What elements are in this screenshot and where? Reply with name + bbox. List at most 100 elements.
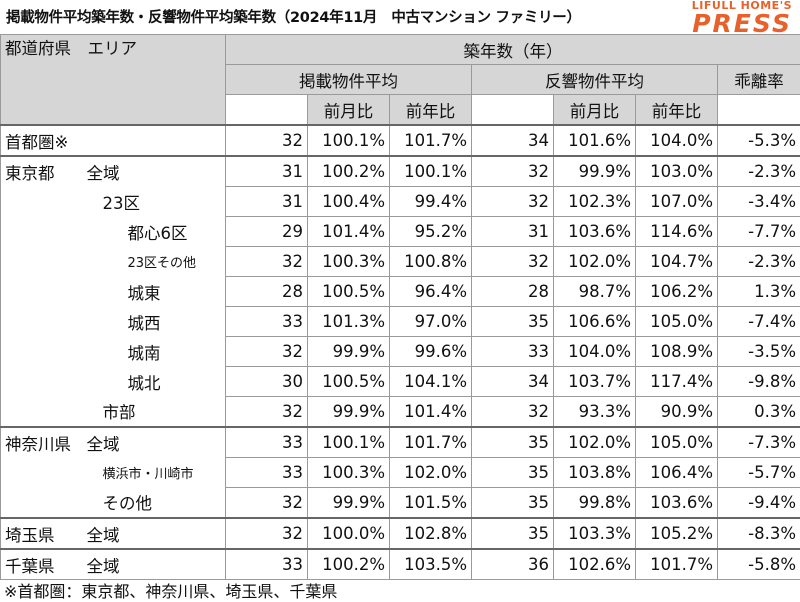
inquiry-mom-cell: 103.8% <box>554 458 636 488</box>
area-cell: 全域 <box>83 518 226 549</box>
header-blank-gap <box>718 95 800 126</box>
inquiry-mom-cell: 99.8% <box>554 488 636 519</box>
listing-yoy-cell: 99.4% <box>390 187 472 217</box>
area-cell: 都心6区 <box>83 217 226 247</box>
listing-yoy-cell: 95.2% <box>390 217 472 247</box>
gap-rate-cell: -3.5% <box>718 337 800 367</box>
area-cell: 全域 <box>83 549 226 580</box>
inquiry-yoy-cell: 114.6% <box>636 217 718 247</box>
listing-mom-cell: 99.9% <box>308 337 390 367</box>
listing-avg-cell: 32 <box>226 125 308 156</box>
inquiry-mom-cell: 104.0% <box>554 337 636 367</box>
inquiry-mom-cell: 102.6% <box>554 549 636 580</box>
listing-yoy-cell: 101.5% <box>390 488 472 519</box>
listing-avg-cell: 32 <box>226 247 308 277</box>
inquiry-yoy-cell: 105.0% <box>636 427 718 458</box>
inquiry-mom-cell: 103.6% <box>554 217 636 247</box>
listing-avg-cell: 33 <box>226 307 308 337</box>
inquiry-avg-cell: 35 <box>472 518 554 549</box>
area-cell: その他 <box>83 488 226 519</box>
listing-avg-cell: 32 <box>226 518 308 549</box>
data-table: 都道府県 エリア 築年数（年） 掲載物件平均 反響物件平均 乖離率 前月比 前年… <box>0 34 800 580</box>
listing-mom-cell: 100.2% <box>308 549 390 580</box>
listing-mom-cell: 100.4% <box>308 187 390 217</box>
inquiry-mom-cell: 106.6% <box>554 307 636 337</box>
listing-mom-cell: 100.2% <box>308 156 390 187</box>
header-blank-inquiry <box>472 95 554 126</box>
gap-rate-cell: -9.4% <box>718 488 800 519</box>
listing-yoy-cell: 100.1% <box>390 156 472 187</box>
page-title: 掲載物件平均築年数・反響物件平均築年数（2024年11月 中古マンション ファミ… <box>6 6 581 27</box>
pref-cell: 埼玉県 <box>1 518 83 549</box>
gap-rate-cell: -7.4% <box>718 307 800 337</box>
header-gap-rate: 乖離率 <box>718 65 800 95</box>
listing-mom-cell: 100.5% <box>308 367 390 397</box>
footnote: ※首都圏：東京都、神奈川県、埼玉県、千葉県 <box>4 578 337 602</box>
listing-avg-cell: 32 <box>226 397 308 428</box>
inquiry-yoy-cell: 105.2% <box>636 518 718 549</box>
pref-cell <box>1 247 83 277</box>
gap-rate-cell: -8.3% <box>718 518 800 549</box>
inquiry-yoy-cell: 105.0% <box>636 307 718 337</box>
inquiry-avg-cell: 35 <box>472 427 554 458</box>
listing-avg-cell: 33 <box>226 427 308 458</box>
pref-cell <box>1 307 83 337</box>
area-cell: 23区その他 <box>83 247 226 277</box>
inquiry-yoy-cell: 103.0% <box>636 156 718 187</box>
inquiry-mom-cell: 99.9% <box>554 156 636 187</box>
header-blank-listing <box>226 95 308 126</box>
pref-cell <box>1 488 83 519</box>
listing-yoy-cell: 102.8% <box>390 518 472 549</box>
listing-mom-cell: 100.0% <box>308 518 390 549</box>
pref-cell: 東京都 <box>1 156 83 187</box>
listing-avg-cell: 28 <box>226 277 308 307</box>
gap-rate-cell: -7.3% <box>718 427 800 458</box>
listing-mom-cell: 100.1% <box>308 427 390 458</box>
header-chikunen: 築年数（年） <box>226 35 800 65</box>
header-inquiry-avg: 反響物件平均 <box>472 65 718 95</box>
gap-rate-cell: 1.3% <box>718 277 800 307</box>
pref-cell: 首都圏※ <box>1 125 83 156</box>
listing-mom-cell: 99.9% <box>308 488 390 519</box>
area-cell: 城東 <box>83 277 226 307</box>
listing-yoy-cell: 97.0% <box>390 307 472 337</box>
inquiry-yoy-cell: 107.0% <box>636 187 718 217</box>
pref-cell <box>1 458 83 488</box>
pref-cell <box>1 337 83 367</box>
listing-yoy-cell: 102.0% <box>390 458 472 488</box>
listing-yoy-cell: 101.7% <box>390 427 472 458</box>
listing-avg-cell: 33 <box>226 458 308 488</box>
inquiry-yoy-cell: 108.9% <box>636 337 718 367</box>
area-cell: 城南 <box>83 337 226 367</box>
header-row-1: 都道府県 エリア 築年数（年） <box>1 35 800 65</box>
inquiry-yoy-cell: 106.4% <box>636 458 718 488</box>
inquiry-avg-cell: 35 <box>472 307 554 337</box>
area-cell: 全域 <box>83 156 226 187</box>
area-cell <box>83 125 226 156</box>
area-cell: 横浜市・川崎市 <box>83 458 226 488</box>
listing-avg-cell: 29 <box>226 217 308 247</box>
gap-rate-cell: 0.3% <box>718 397 800 428</box>
inquiry-avg-cell: 34 <box>472 125 554 156</box>
gap-rate-cell: -5.8% <box>718 549 800 580</box>
listing-mom-cell: 100.5% <box>308 277 390 307</box>
pref-cell <box>1 187 83 217</box>
area-cell: 23区 <box>83 187 226 217</box>
inquiry-mom-cell: 102.3% <box>554 187 636 217</box>
gap-rate-cell: -9.8% <box>718 367 800 397</box>
inquiry-yoy-cell: 104.7% <box>636 247 718 277</box>
pref-cell: 千葉県 <box>1 549 83 580</box>
listing-mom-cell: 101.3% <box>308 307 390 337</box>
header-listing-avg: 掲載物件平均 <box>226 65 472 95</box>
inquiry-avg-cell: 32 <box>472 156 554 187</box>
inquiry-yoy-cell: 101.7% <box>636 549 718 580</box>
